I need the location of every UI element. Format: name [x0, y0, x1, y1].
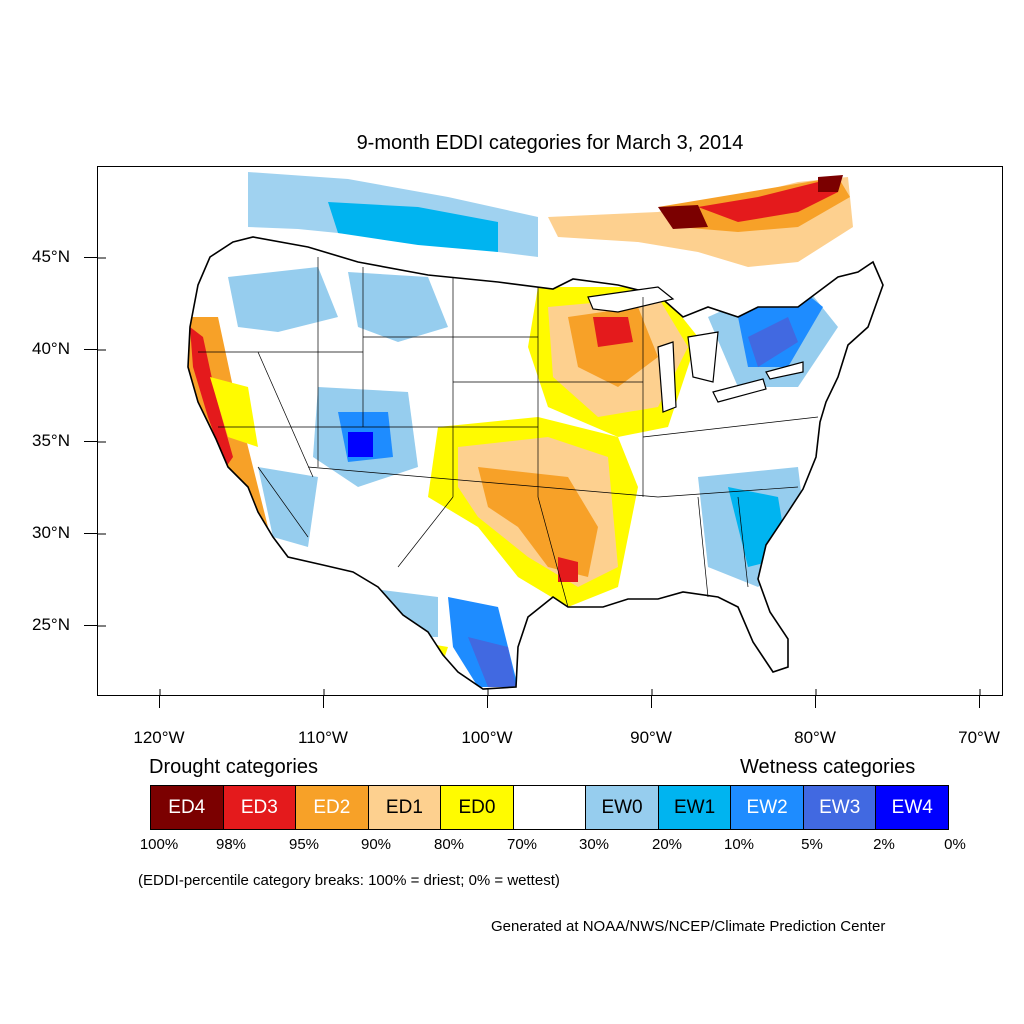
- legend-drought-heading: Drought categories: [149, 756, 318, 778]
- legend-category-ew3: EW3: [803, 786, 877, 829]
- legend-category-ew0: EW0: [586, 786, 659, 829]
- legend-category-ed4: ED4: [151, 786, 224, 829]
- legend-category-ed2: ED2: [296, 786, 369, 829]
- lat-tick: [84, 533, 97, 534]
- eddi-map: [97, 166, 1003, 696]
- percentile-label: 2%: [873, 836, 895, 853]
- percentile-label: 20%: [651, 836, 683, 853]
- lon-label-110: 110°W: [298, 728, 348, 747]
- percentile-label: 70%: [506, 836, 538, 853]
- lon-tick: [159, 696, 160, 708]
- lon-tick: [979, 696, 980, 708]
- legend-category-ed0: ED0: [441, 786, 514, 829]
- legend-wetness-heading: Wetness categories: [740, 756, 916, 778]
- percentile-label: 5%: [801, 836, 823, 853]
- lat-label-25: 25°N: [32, 615, 70, 634]
- eddi-map-graphic: [98, 172, 981, 695]
- lon-label-120: 120°W: [133, 728, 185, 747]
- lat-tick: [84, 625, 97, 626]
- percentile-label: 80%: [433, 836, 465, 853]
- lon-label-80: 80°W: [794, 728, 836, 747]
- legend-category-ed1: ED1: [368, 786, 442, 829]
- lon-tick: [487, 696, 488, 708]
- lon-tick: [815, 696, 816, 708]
- lon-tick: [323, 696, 324, 708]
- percentile-label: 90%: [360, 836, 392, 853]
- lat-tick: [84, 257, 97, 258]
- lon-tick: [651, 696, 652, 708]
- state-borders: [198, 257, 819, 608]
- lat-label-40: 40°N: [32, 339, 70, 358]
- percentile-label: 10%: [723, 836, 755, 853]
- lon-label-90: 90°W: [630, 728, 672, 747]
- great-lakes: [587, 286, 804, 413]
- legend-category-ew1: EW1: [658, 786, 732, 829]
- legend-footnote: (EDDI-percentile category breaks: 100% =…: [138, 872, 560, 889]
- lat-label-30: 30°N: [32, 523, 70, 542]
- legend-category-ew4: EW4: [876, 786, 949, 829]
- percentile-label: 95%: [288, 836, 320, 853]
- lon-label-100: 100°W: [461, 728, 513, 747]
- percentile-label: 100%: [139, 836, 179, 853]
- legend-category-neutral: [513, 786, 587, 829]
- lat-tick: [84, 441, 97, 442]
- legend-category-ew2: EW2: [731, 786, 804, 829]
- legend-color-bar: ED4 ED3 ED2 ED1 ED0 EW0 EW1 EW2 EW3 EW4: [150, 785, 949, 830]
- lat-label-35: 35°N: [32, 431, 70, 450]
- canada-shading: [248, 172, 853, 267]
- lat-tick: [84, 349, 97, 350]
- lat-label-45: 45°N: [32, 247, 70, 266]
- map-title: 9-month EDDI categories for March 3, 201…: [356, 132, 744, 154]
- percentile-label: 0%: [944, 836, 966, 853]
- legend-category-ed3: ED3: [223, 786, 297, 829]
- credit-line: Generated at NOAA/NWS/NCEP/Climate Predi…: [491, 918, 886, 935]
- percentile-label: 30%: [578, 836, 610, 853]
- percentile-label: 98%: [215, 836, 247, 853]
- lon-label-70: 70°W: [958, 728, 1000, 747]
